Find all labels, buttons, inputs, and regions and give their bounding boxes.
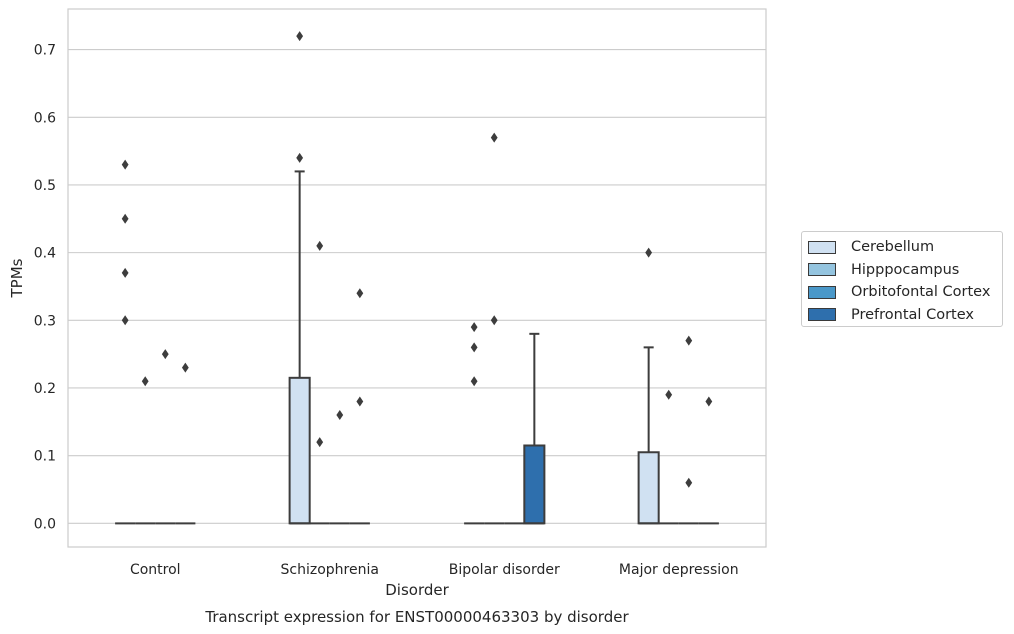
x-axis-label: Disorder [385, 581, 449, 599]
outliers [121, 31, 713, 488]
outlier-point [121, 315, 129, 326]
legend-swatch [808, 308, 836, 322]
legend-label: Orbitofontal Cortex [851, 284, 991, 301]
chart-title: Transcript expression for ENST0000046330… [204, 608, 629, 626]
box-cerebellum [288, 170, 311, 525]
box-cerebellum [637, 346, 660, 525]
outlier-point [705, 396, 713, 407]
y-tick-label: 0.1 [34, 449, 56, 465]
outlier-point [336, 410, 344, 421]
legend: Cerebellum Hipppocampus Orbitofontal Cor… [801, 231, 1003, 327]
y-tick-label: 0.2 [34, 381, 56, 397]
legend-label: Cerebellum [851, 239, 935, 256]
legend-item-prefrontal-cortex: Prefrontal Cortex [808, 304, 1002, 327]
legend-item-orbitofrontal-cortex: Orbitofontal Cortex [808, 281, 1002, 304]
boxes [115, 170, 719, 525]
outlier-point [316, 240, 324, 251]
outlier-point [161, 349, 169, 360]
legend-swatch [808, 240, 836, 254]
outlier-point [296, 31, 304, 42]
y-tick-label: 0.5 [34, 178, 56, 194]
legend-label: Hipppocampus [851, 261, 960, 278]
plot-frame [67, 8, 767, 548]
y-tick-label: 0.7 [34, 43, 56, 59]
outlier-point [685, 477, 693, 488]
y-tick-label: 0.4 [34, 246, 56, 262]
outlier-point [470, 322, 478, 333]
outlier-point [356, 396, 364, 407]
outlier-point [685, 335, 693, 346]
outlier-point [490, 132, 498, 143]
legend-item-cerebellum: Cerebellum [808, 236, 1002, 259]
outlier-point [121, 159, 129, 170]
outlier-point [665, 389, 673, 400]
outlier-point [141, 376, 149, 387]
y-tick-label: 0.0 [34, 516, 56, 532]
outlier-point [356, 288, 364, 299]
x-tick-labels: Control Schizophrenia Bipolar disorder Majo… [130, 562, 739, 578]
x-tick-label: Major depression [619, 562, 739, 578]
box-body [288, 376, 311, 525]
outlier-point [470, 342, 478, 353]
outlier-point [121, 267, 129, 278]
outlier-point [121, 213, 129, 224]
legend-swatch [808, 285, 836, 299]
legend-swatch [808, 263, 836, 277]
x-tick-label: Control [130, 562, 181, 578]
y-tick-label: 0.3 [34, 313, 56, 329]
outlier-point [181, 362, 189, 373]
outlier-point [296, 152, 304, 163]
box-body [637, 451, 660, 525]
x-tick-label: Bipolar disorder [449, 562, 560, 578]
y-axis-label: TPMs [8, 258, 26, 298]
outlier-point [645, 247, 653, 258]
gridlines [68, 49, 766, 524]
outlier-point [470, 376, 478, 387]
outlier-point [316, 437, 324, 448]
y-tick-label: 0.6 [34, 110, 56, 126]
y-tick-labels: 0.0 0.1 0.2 0.3 0.4 0.5 0.6 0.7 [34, 43, 56, 533]
legend-item-hippocampus: Hipppocampus [808, 259, 1002, 282]
box-body [523, 444, 546, 525]
outlier-point [490, 315, 498, 326]
box-prefrontal-cortex [523, 332, 546, 525]
legend-label: Prefrontal Cortex [851, 306, 974, 323]
x-tick-label: Schizophrenia [281, 562, 379, 578]
